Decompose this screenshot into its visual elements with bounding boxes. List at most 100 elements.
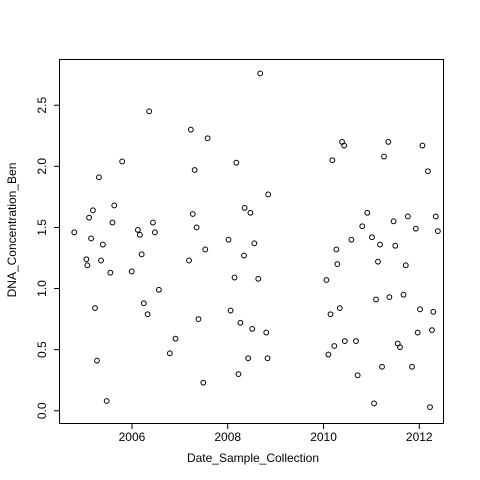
data-point (381, 153, 387, 160)
data-point (264, 355, 271, 362)
data-point (386, 294, 393, 301)
data-point (364, 209, 371, 216)
data-point (377, 241, 383, 248)
y-axis: 0.0 0.5 1.0 1.5 2.0 2.5 (35, 97, 60, 419)
y-tick-label: 1.0 (35, 280, 49, 297)
data-point (432, 213, 439, 220)
y-tick-label: 2.0 (35, 158, 49, 175)
data-point (255, 275, 262, 282)
data-point (92, 305, 98, 312)
data-point (227, 307, 234, 314)
data-point (140, 300, 147, 307)
y-tick-label: 0.0 (35, 402, 49, 419)
data-point (146, 108, 153, 115)
data-point (202, 246, 209, 253)
y-tick-label: 2.5 (35, 97, 49, 114)
data-point (263, 329, 270, 336)
data-point (327, 311, 334, 318)
x-axis-label: Date_Sample_Collection (187, 451, 319, 465)
data-point (150, 219, 156, 226)
data-point (225, 236, 232, 243)
data-point (434, 228, 441, 235)
data-point (107, 269, 114, 276)
data-point (373, 296, 379, 303)
data-point (419, 142, 426, 149)
data-point (241, 252, 247, 259)
data-point (98, 257, 104, 264)
data-point (334, 261, 341, 268)
data-point (400, 291, 407, 298)
data-point (241, 204, 248, 211)
data-point (425, 168, 431, 175)
data-point (189, 211, 196, 217)
data-point (257, 70, 264, 77)
data-points (71, 70, 441, 411)
data-point (385, 138, 392, 145)
data-point (128, 268, 135, 275)
data-point (111, 202, 118, 209)
data-point (155, 286, 162, 293)
data-point (136, 231, 143, 238)
data-point (245, 355, 252, 362)
data-point (186, 257, 192, 264)
data-point (249, 325, 256, 332)
data-point (84, 262, 91, 269)
data-point (359, 223, 366, 230)
data-point (402, 262, 409, 269)
data-point (193, 224, 200, 231)
data-point (195, 316, 202, 323)
data-point (353, 338, 359, 345)
data-point (86, 214, 93, 221)
data-point (375, 258, 381, 265)
data-point (341, 338, 348, 345)
data-point (323, 277, 330, 283)
data-point (88, 235, 94, 242)
data-point (166, 350, 173, 357)
data-point (103, 398, 110, 404)
data-point (404, 213, 411, 220)
data-point (247, 209, 254, 216)
data-point (409, 363, 415, 370)
x-tick-label: 2006 (119, 430, 146, 444)
y-tick-label: 0.5 (35, 341, 49, 358)
data-point (392, 242, 399, 249)
x-tick-label: 2010 (310, 430, 337, 444)
data-point (144, 311, 151, 318)
data-point (379, 363, 385, 370)
data-point (325, 351, 332, 358)
data-point (83, 256, 90, 263)
data-point (429, 327, 435, 334)
y-tick-label: 1.5 (35, 219, 49, 236)
data-point (331, 343, 338, 349)
data-point (430, 308, 437, 315)
data-point (200, 379, 207, 386)
data-point (187, 126, 194, 133)
data-point (204, 135, 211, 142)
data-point (336, 305, 343, 312)
data-point (233, 159, 240, 166)
data-point (251, 240, 258, 247)
plot-frame (59, 59, 444, 424)
x-tick-label: 2012 (406, 430, 433, 444)
data-point (172, 335, 179, 342)
data-point (417, 306, 423, 313)
data-point (235, 371, 242, 378)
data-point (390, 218, 397, 225)
data-point (90, 207, 96, 214)
data-point (333, 246, 340, 253)
data-point (341, 142, 348, 149)
data-point (427, 404, 433, 411)
data-point (397, 344, 403, 351)
data-point (414, 329, 421, 336)
data-point (152, 229, 158, 236)
data-point (99, 241, 106, 248)
x-axis: 2006 2008 2010 2012 (119, 423, 433, 444)
data-point (94, 357, 100, 364)
data-point (354, 372, 361, 379)
data-point (369, 234, 375, 241)
data-point (96, 174, 102, 181)
data-point (134, 226, 141, 233)
data-point (71, 229, 78, 236)
